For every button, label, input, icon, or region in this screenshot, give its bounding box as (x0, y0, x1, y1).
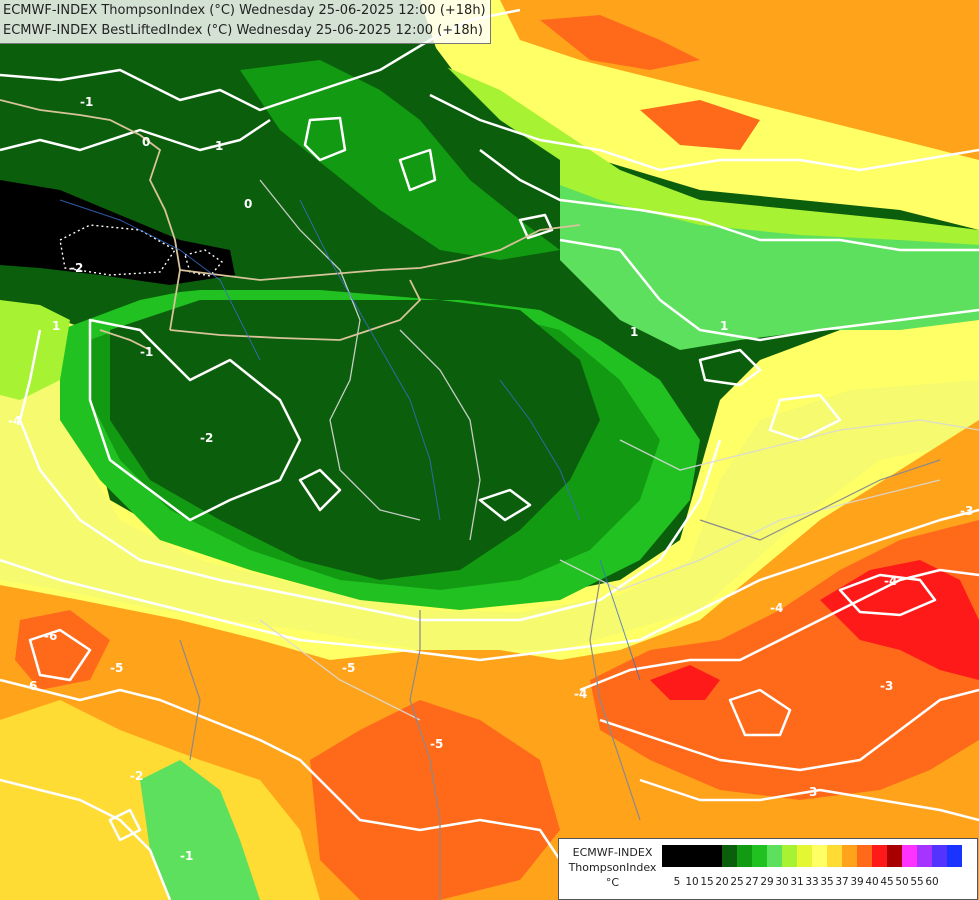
legend-tick-label: 31 (790, 876, 804, 888)
field-black-northwest (0, 180, 235, 285)
legend-tick-label: 40 (865, 876, 879, 888)
legend-swatch (782, 845, 797, 867)
legend-swatch (947, 845, 962, 867)
legend-swatch (752, 845, 767, 867)
legend-tick-label: 30 (775, 876, 789, 888)
legend-tick-label: 25 (730, 876, 744, 888)
contour-label: -4 (884, 574, 897, 588)
contour-label: -2 (130, 769, 143, 783)
country-borders-south (179, 459, 941, 900)
legend-tick-label: 15 (700, 876, 714, 888)
legend-swatch (812, 845, 827, 867)
legend-swatch (857, 845, 872, 867)
legend-model: ECMWF-INDEX (572, 846, 653, 859)
legend-tick-label: 20 (715, 876, 729, 888)
legend-swatch (707, 845, 722, 867)
secondary-isolines (259, 179, 979, 721)
contour-label: 0 (244, 197, 252, 211)
contour-label: -3 (804, 785, 817, 799)
legend-tick-label: 37 (835, 876, 849, 888)
field-red-north-2 (640, 100, 760, 150)
legend-tick-label: 50 (895, 876, 909, 888)
legend-swatch (902, 845, 917, 867)
contour-label: 1 (52, 319, 60, 333)
legend-swatch (917, 845, 932, 867)
contour-label: -2 (200, 431, 213, 445)
contour-label: -3 (880, 679, 893, 693)
dotted-contour-2 (184, 249, 224, 277)
legend-swatch (692, 845, 707, 867)
contour-label: -4 (8, 414, 21, 428)
contour-label: 0 (142, 135, 150, 149)
contour-label-group: -1 0 -1 -2 0 1 1 1 -1 -2 -4 -3 -4 -4 -6 … (8, 95, 973, 863)
contour-label: 1 (630, 325, 638, 339)
title-line-thompson: ECMWF-INDEX ThompsonIndex (°C) Wednesday… (3, 3, 486, 18)
field-lightyellow-south (0, 360, 979, 650)
legend-swatch (827, 845, 842, 867)
field-green-southwest (140, 760, 260, 900)
legend-swatch (932, 845, 947, 867)
field-crimson-east (820, 560, 979, 680)
legend-color-bar (662, 845, 962, 867)
legend-tick-label: 5 (673, 876, 681, 888)
legend-swatch (797, 845, 812, 867)
country-borders (0, 99, 581, 351)
legend-tick-label: 55 (910, 876, 924, 888)
map-title-box: ECMWF-INDEX ThompsonIndex (°C) Wednesday… (0, 0, 491, 44)
color-legend: ECMWF-INDEX ThompsonIndex °C 5 10 15 20 25 27… (558, 838, 978, 900)
field-red-center (310, 700, 560, 900)
legend-swatch (737, 845, 752, 867)
contour-label: -6 (44, 629, 57, 643)
contour-label: 1 (720, 319, 728, 333)
legend-swatch (677, 845, 692, 867)
dotted-contour (59, 224, 177, 276)
rivers (59, 199, 641, 681)
legend-tick-label: 45 (880, 876, 894, 888)
legend-tick-label: 33 (805, 876, 819, 888)
contour-label: -4 (770, 601, 783, 615)
contour-label: -6 (24, 679, 37, 693)
legend-parameter: ThompsonIndex (568, 861, 657, 874)
contour-label: -1 (210, 139, 223, 153)
contour-label: -1 (140, 345, 153, 359)
field-crimson-center (650, 665, 720, 700)
contour-label: -5 (110, 661, 123, 675)
legend-text: ECMWF-INDEX ThompsonIndex °C (565, 845, 660, 890)
legend-swatch (662, 845, 677, 867)
legend-swatch (722, 845, 737, 867)
legend-swatch (872, 845, 887, 867)
field-red-north (540, 15, 700, 70)
legend-tick-label: 60 (925, 876, 939, 888)
contour-label: -5 (342, 661, 355, 675)
contour-label: -1 (80, 95, 93, 109)
legend-swatch (887, 845, 902, 867)
contour-label: -4 (574, 687, 587, 701)
legend-swatch (767, 845, 782, 867)
legend-tick-label: 27 (745, 876, 759, 888)
title-line-lifted: ECMWF-INDEX BestLiftedIndex (°C) Wednesd… (3, 23, 483, 38)
legend-unit: °C (605, 876, 620, 889)
legend-tick-label: 29 (760, 876, 774, 888)
legend-tick-label: 35 (820, 876, 834, 888)
field-lightgreen-northeast (560, 180, 979, 350)
contour-label: -5 (430, 737, 443, 751)
contour-label: -3 (960, 504, 973, 518)
contour-label: -1 (180, 849, 193, 863)
legend-tick-label: 39 (850, 876, 864, 888)
contour-label: -2 (70, 261, 83, 275)
legend-tick-label: 10 (685, 876, 699, 888)
field-green-dark-core (110, 300, 600, 580)
lifted-index-contours (0, 8, 979, 900)
legend-swatch (842, 845, 857, 867)
